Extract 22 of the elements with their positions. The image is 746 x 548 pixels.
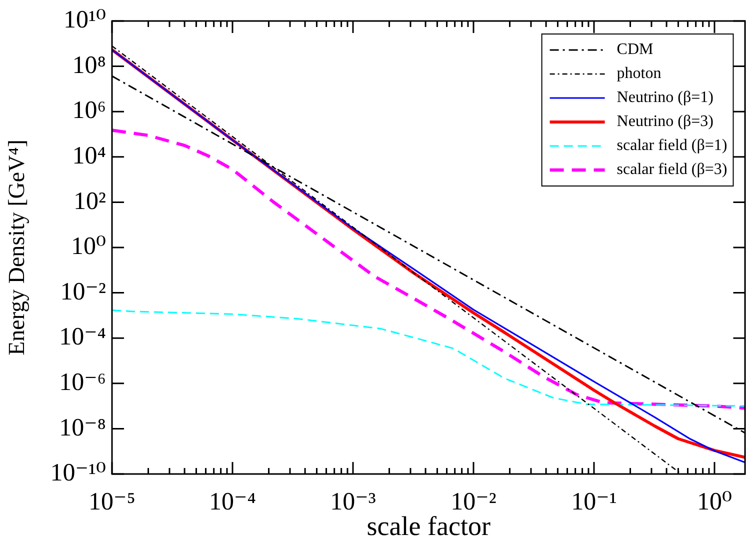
x-tick-label: 10⁻¹: [571, 488, 617, 516]
y-tick-label: 10⁻²: [60, 278, 106, 306]
y-tick-label: 10⁻⁴: [59, 324, 106, 351]
x-tick-label: 10⁻⁵: [88, 488, 136, 516]
y-tick-label: 10⁸: [72, 52, 106, 79]
y-tick-label: 10⁶: [72, 97, 106, 124]
y-tick-label: 10⁰: [70, 233, 106, 260]
y-tick-label: 10¹⁰: [63, 6, 106, 34]
legend-label: photon: [616, 65, 662, 82]
legend-label: scalar field (β=3): [616, 161, 728, 178]
legend-label: scalar field (β=1): [616, 137, 728, 154]
y-tick-label: 10⁴: [72, 142, 106, 170]
y-tick-label: 10⁻¹⁰: [50, 460, 106, 487]
y-tick-label: 10²: [74, 188, 106, 215]
x-tick-label: 10⁰: [696, 488, 732, 516]
legend-label: CDM: [616, 41, 654, 58]
y-tick-label: 10⁻⁶: [59, 368, 106, 396]
legend-label: Neutrino (β=1): [616, 89, 714, 106]
y-axis-title: Energy Density [GeV⁴]: [4, 140, 29, 356]
x-tick-label: 10⁻⁴: [209, 488, 256, 516]
y-tick-label: 10⁻⁸: [59, 414, 106, 442]
legend-label: Neutrino (β=3): [616, 113, 714, 130]
